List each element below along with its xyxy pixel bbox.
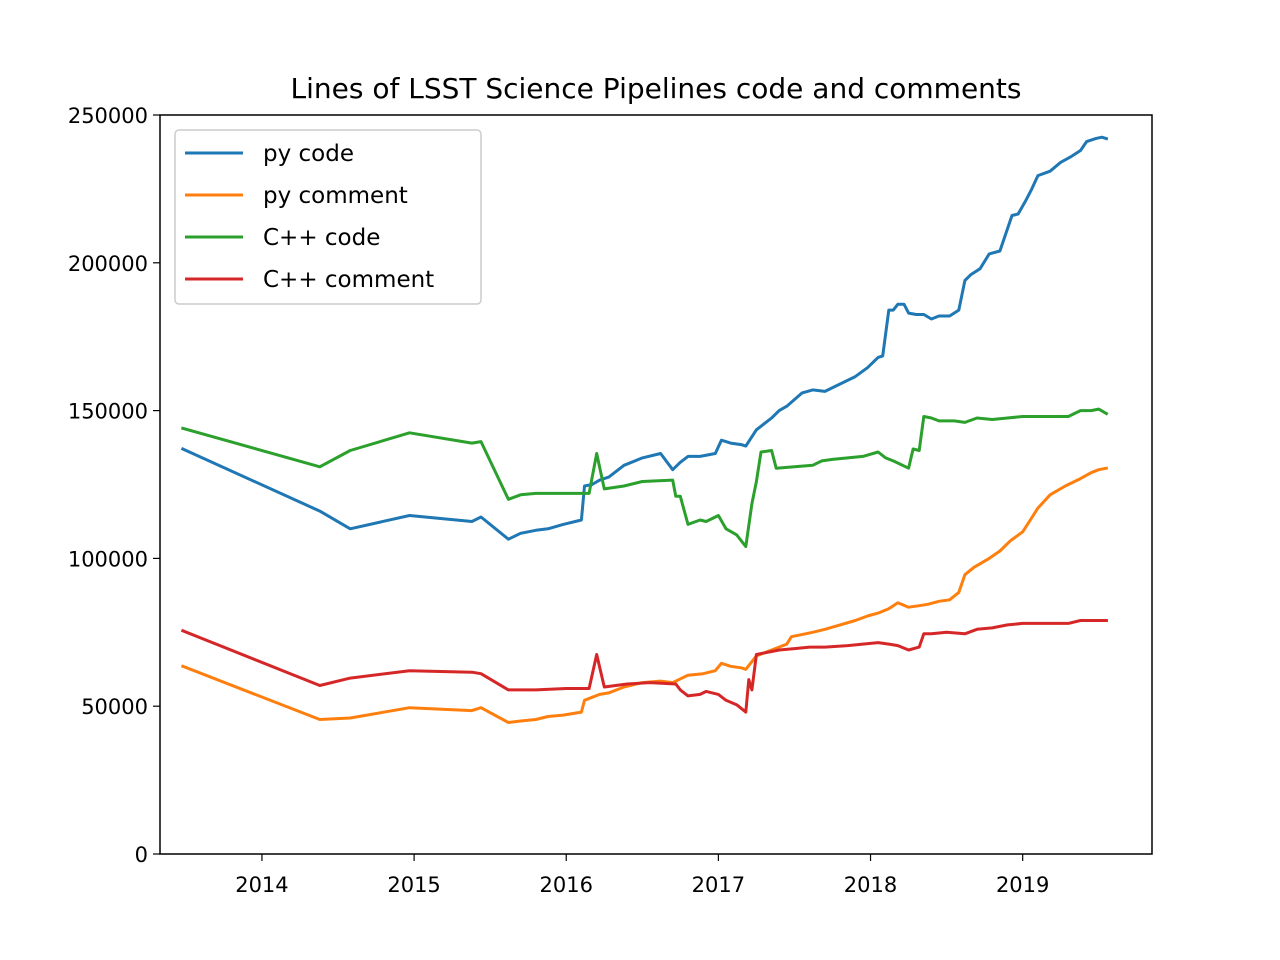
x-tick-label: 2015 [387,873,440,897]
legend-label: py code [263,141,354,167]
chart-title: Lines of LSST Science Pipelines code and… [290,72,1021,105]
series-line-0 [180,135,1109,541]
legend-label: C++ code [263,225,380,251]
y-tick-label: 50000 [81,695,148,719]
y-tick-label: 150000 [68,400,148,424]
series-line-3 [180,619,1108,714]
x-axis: 2014 2015 2016 2017 2018 2019 [235,854,1049,897]
series-line-2 [180,407,1109,549]
y-tick-label: 250000 [68,104,148,128]
y-tick-label: 0 [135,843,148,867]
legend-box [174,129,482,305]
x-tick-label: 2014 [235,873,288,897]
x-tick-label: 2016 [540,873,593,897]
legend: py code py comment C++ code C++ comment [174,129,482,305]
y-axis: 0 50000 100000 150000 200000 250000 [68,104,160,867]
legend-label: py comment [263,183,408,209]
x-tick-label: 2017 [692,873,745,897]
x-tick-label: 2019 [996,873,1049,897]
series-lines [180,135,1109,724]
legend-label: C++ comment [263,267,434,293]
series-line-1 [180,466,1109,724]
plot-area-frame [159,114,1153,855]
y-tick-label: 100000 [68,547,148,571]
y-tick-label: 200000 [68,252,148,276]
x-tick-label: 2018 [844,873,897,897]
